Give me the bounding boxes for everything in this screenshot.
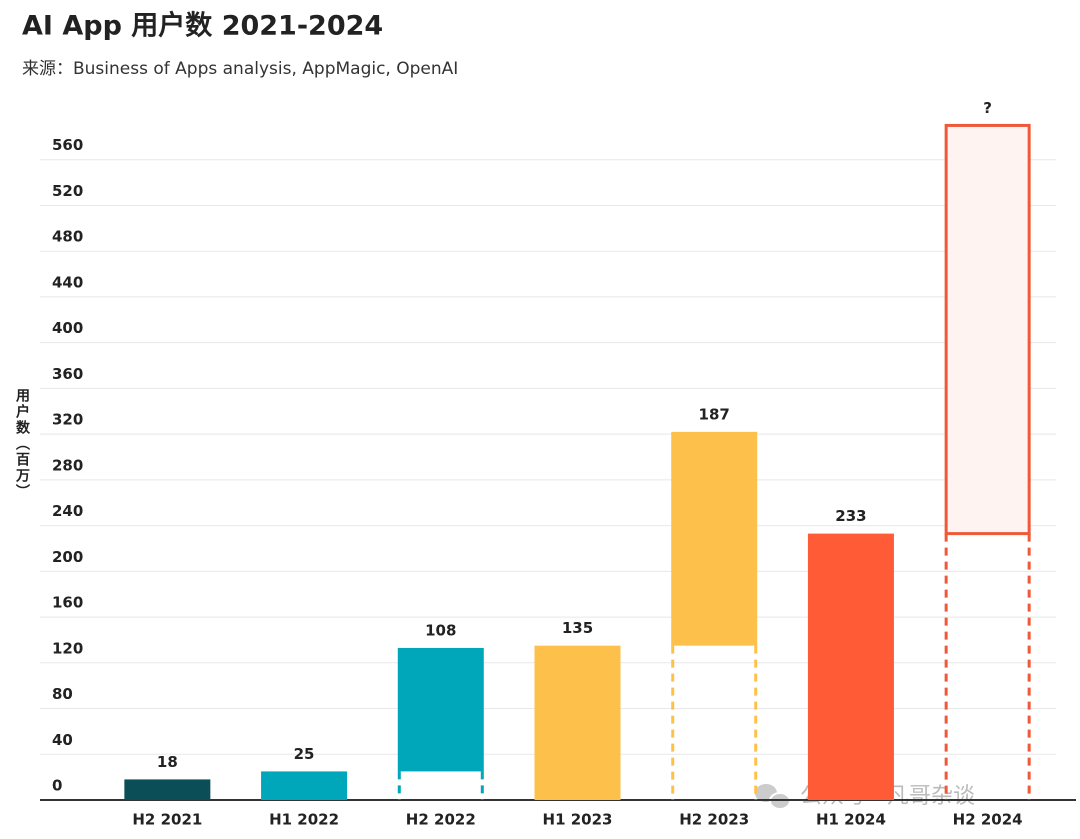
y-tick-label: 400: [52, 319, 83, 337]
bar: [124, 779, 211, 800]
value-label: 187: [699, 405, 730, 423]
x-tick-label: H1 2023: [543, 811, 613, 829]
y-tick-label: 120: [52, 639, 83, 657]
x-tick-label: H2 2023: [679, 811, 749, 829]
y-tick-label: 40: [52, 731, 73, 749]
bar: [944, 123, 1031, 536]
y-tick-label: 360: [52, 365, 83, 383]
y-tick-label: 80: [52, 685, 73, 703]
y-tick-label: 280: [52, 456, 83, 474]
y-tick-label: 160: [52, 594, 83, 612]
watermark-icon: [755, 784, 791, 810]
bar: [807, 533, 894, 800]
x-tick-label: H2 2024: [953, 811, 1023, 829]
bar: [671, 431, 758, 646]
value-label: 18: [157, 753, 178, 771]
bar: [261, 771, 348, 800]
bar: [397, 647, 484, 772]
x-tick-label: H2 2022: [406, 811, 476, 829]
y-tick-label: 440: [52, 273, 83, 291]
value-label: 25: [294, 745, 315, 763]
x-tick-label: H1 2024: [816, 811, 886, 829]
y-tick-label: 480: [52, 228, 83, 246]
y-axis-label: 用户数（百万）: [14, 388, 31, 500]
value-label: 233: [835, 507, 866, 525]
value-label: 108: [425, 621, 456, 639]
y-tick-label: 520: [52, 182, 83, 200]
y-tick-label: 0: [52, 777, 62, 795]
value-label: ?: [983, 99, 992, 117]
y-tick-label: 560: [52, 136, 83, 154]
x-tick-label: H1 2022: [269, 811, 339, 829]
bar: [534, 645, 621, 800]
chart-title: AI App 用户数 2021-2024: [22, 10, 383, 42]
y-tick-label: 320: [52, 411, 83, 429]
chart-subtitle: 来源：Business of Apps analysis, AppMagic, …: [22, 59, 458, 79]
x-tick-label: H2 2021: [132, 811, 202, 829]
value-label: 135: [562, 619, 593, 637]
y-tick-label: 200: [52, 548, 83, 566]
y-tick-label: 240: [52, 502, 83, 520]
